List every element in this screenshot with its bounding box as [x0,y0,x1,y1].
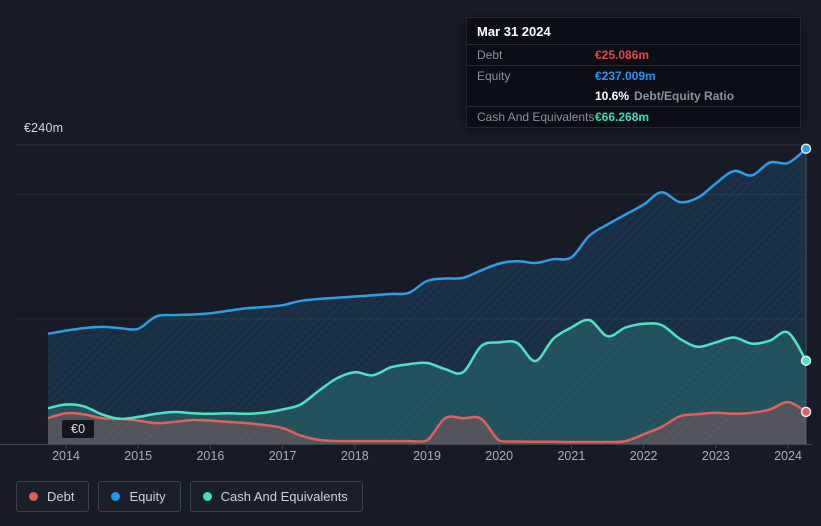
chart-tooltip: Mar 31 2024 Debt €25.086m Equity €237.00… [466,17,801,128]
legend-equity-label: Equity [129,489,166,504]
legend-item-cash[interactable]: Cash And Equivalents [189,481,363,512]
tooltip-debt-row: Debt €25.086m [467,44,800,65]
x-tick-label: 2024 [774,449,802,463]
tooltip-ratio-suffix: Debt/Equity Ratio [634,89,735,103]
x-tick-label: 2016 [196,449,224,463]
tooltip-debt-value: €25.086m [595,48,650,62]
x-tick-label: 2017 [269,449,297,463]
area-hatch-texture [48,148,807,445]
x-tick-label: 2021 [557,449,585,463]
chart-legend: Debt Equity Cash And Equivalents [16,481,363,512]
equity-line [47,147,807,335]
hover-dot-debt [800,406,812,418]
debt-line [47,400,807,444]
tooltip-equity-value: €237.009m [595,69,656,83]
tooltip-equity-row: Equity €237.009m [467,65,800,86]
x-tick-label: 2023 [702,449,730,463]
legend-item-debt[interactable]: Debt [16,481,90,512]
hover-dot-equity [800,143,812,154]
tooltip-date: Mar 31 2024 [477,24,551,39]
x-tick-label: 2020 [485,449,513,463]
legend-item-equity[interactable]: Equity [98,481,181,512]
y-axis-max-label: €240m [24,121,64,135]
tooltip-cash-row: Cash And Equivalents €66.268m [467,106,800,127]
tooltip-equity-label: Equity [477,69,511,83]
tooltip-cash-label: Cash And Equivalents [477,110,595,124]
debt-series-dot-icon [29,492,38,501]
tooltip-ratio-row: 10.6% Debt/Equity Ratio [467,86,800,106]
equity-series-dot-icon [111,492,121,501]
y-axis-zero-label: €0 [62,420,95,438]
hover-dot-cash [800,355,812,366]
legend-debt-label: Debt [47,489,75,504]
cash-line [47,318,808,421]
tooltip-ratio-value: 10.6% [595,89,630,103]
x-tick-label: 2019 [413,449,441,463]
x-tick-label: 2018 [341,449,369,463]
x-tick-label: 2015 [124,449,152,463]
tooltip-debt-label: Debt [477,48,503,62]
x-tick-label: 2022 [630,449,658,463]
x-tick-label: 2014 [52,449,80,463]
tooltip-cash-value: €66.268m [595,110,650,124]
legend-cash-label: Cash And Equivalents [220,489,348,504]
cash-series-dot-icon [202,492,212,501]
